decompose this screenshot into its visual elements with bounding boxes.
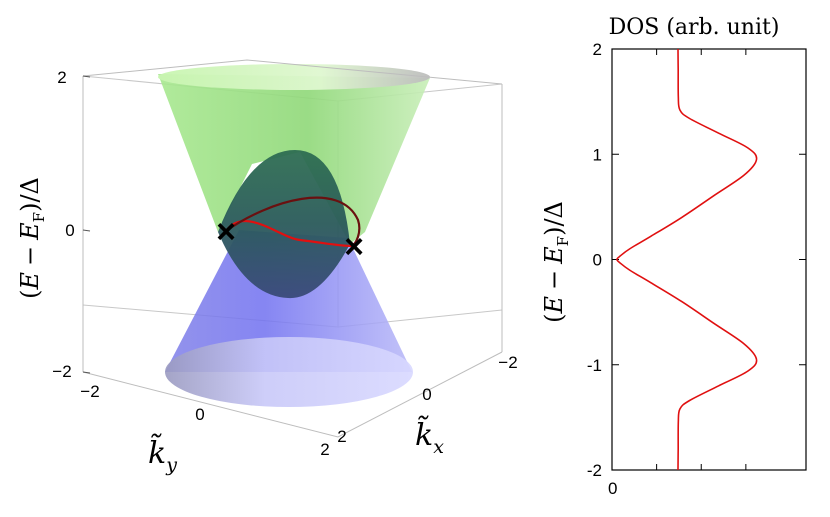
dos-x-ticks: 0: [608, 49, 747, 498]
panel-3d: × × 2 0 −2 −2 0 2 2 0 −2 (E−EF)/Δ: [16, 59, 518, 476]
dos-x-tick-label: 0: [608, 479, 617, 498]
kx-tick-label: −2: [498, 353, 517, 372]
crossing-curve-back: [225, 196, 361, 247]
z-axis-label: (E−EF)/Δ: [16, 177, 48, 299]
kx-axis-label: k̃x: [415, 415, 444, 458]
dos-y-tick-label: -2: [587, 461, 602, 480]
z-tick-label: 0: [65, 221, 74, 240]
kx-tick-label: 2: [337, 427, 346, 446]
crossing-curves: [225, 196, 361, 248]
dos-title: DOS (arb. unit): [609, 15, 780, 40]
dos-y-tick-label: 2: [593, 40, 602, 59]
ky-tick-label: 2: [320, 440, 329, 459]
panel-dos: DOS (arb. unit) 2 1 0 -1 -2 0 (E−EF)/Δ: [540, 15, 807, 498]
ky-tick-label: 0: [195, 405, 204, 424]
dos-plot-frame: [611, 48, 807, 471]
tick-marks-3d: [82, 75, 91, 374]
dos-series-line: [616, 48, 758, 471]
dirac-marker-2: ×: [344, 228, 364, 266]
surface-overlap: [218, 150, 350, 299]
box-front-edges: [82, 59, 503, 438]
z-tick-label: 2: [57, 68, 66, 87]
dos-y-tick-label: 0: [593, 251, 602, 270]
kx-tick-label: 0: [422, 385, 431, 404]
dos-y-ticks: 2 1 0 -1 -2: [587, 40, 806, 480]
dos-y-axis-label: (E−EF)/Δ: [540, 201, 572, 323]
dirac-marker-1: ×: [216, 213, 236, 251]
ky-tick-label: −2: [80, 382, 99, 401]
surface-lower: [165, 230, 413, 407]
ky-axis-label: k̃y: [148, 433, 177, 476]
dos-y-tick-label: -1: [587, 356, 602, 375]
z-tick-label: −2: [52, 362, 71, 381]
dos-y-tick-label: 1: [593, 145, 602, 164]
